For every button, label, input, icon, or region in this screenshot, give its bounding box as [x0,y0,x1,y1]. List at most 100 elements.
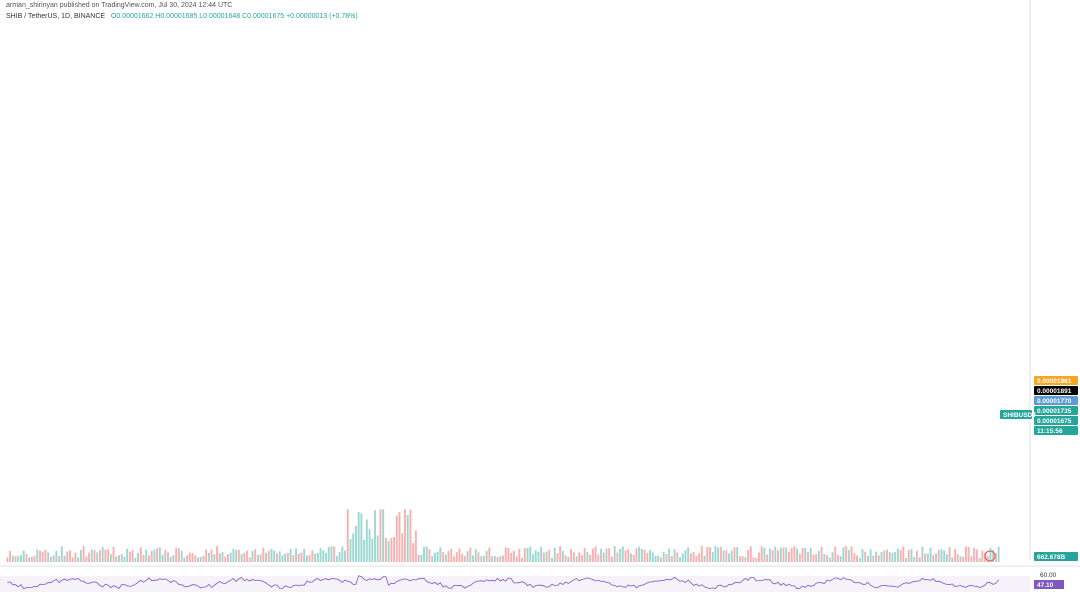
volume-bar [512,550,515,562]
alert-icon [984,550,996,562]
volume-bar [423,546,425,562]
volume-bar [197,557,199,562]
volume-bar [842,547,845,562]
volume-bar [349,539,352,562]
volume-bar [886,549,888,562]
price-tag [1034,386,1078,395]
volume-bar [553,547,556,562]
volume-bar [640,549,643,562]
volume-bar [474,549,477,562]
volume-bar [600,548,602,562]
volume-bar [33,555,36,562]
volume-bar [804,547,807,562]
volume-bar [254,549,257,562]
volume-bar [240,554,243,562]
volume-bar [981,550,984,562]
volume-bar [466,551,469,562]
volume-bar [79,549,82,562]
volume-bar [994,552,997,562]
volume-bar [758,552,760,562]
volume-bar [572,552,575,562]
volume-bar [736,546,739,562]
volume-bar [207,552,210,562]
volume-bar [665,554,668,562]
volume-bar [335,555,338,562]
volume-bar [450,548,453,562]
volume-bar [624,550,627,562]
volume-bar [733,547,736,562]
volume-bar [265,552,268,562]
volume-bar [30,556,33,562]
volume-bar [169,556,172,562]
volume-bar [864,551,867,562]
volume-bar [523,547,526,562]
volume-bar [777,550,780,562]
volume-bar [202,555,205,562]
volume-bar [755,557,758,562]
volume-bar [55,550,58,562]
symbol-name[interactable]: SHIB / TetherUS, 1D, BINANCE [6,13,106,20]
volume-bar [74,552,77,562]
volume-bar [877,555,880,562]
volume-bar [782,547,785,562]
volume-bar [164,549,167,562]
volume-bar [243,552,246,562]
volume-bar [962,556,965,562]
volume-bar [60,546,63,562]
volume-bar [820,546,823,562]
volume-bar [774,546,777,562]
volume-bar [540,546,543,562]
volume-bar [749,546,752,562]
volume-bar [902,546,905,562]
volume-bar [85,556,88,562]
volume-bar [537,551,540,562]
volume-bar [213,554,216,562]
volume-bar [224,556,227,562]
volume-bar [785,547,788,562]
volume-bar [115,556,118,562]
volume-bar [28,557,31,562]
volume-bar [581,555,583,562]
volume-bar [796,548,799,562]
volume-bar [975,549,978,562]
volume-bar [915,550,918,562]
volume-bar [899,550,902,562]
volume-bar [142,554,145,562]
volume-bar [63,555,66,562]
volume-bar [809,547,812,562]
volume-bar [270,548,273,562]
volume-bar [929,547,932,562]
volume-bar [883,550,886,562]
volume-bar [101,546,104,562]
volume-bar [286,552,289,562]
volume-bar [333,546,336,562]
volume-bar [428,549,431,562]
volume-bar [295,548,297,562]
volume-bar [71,557,74,562]
volume-bar [896,548,899,562]
volume-bar [292,554,295,562]
volume-bar [365,519,368,562]
volume-bar [858,557,861,562]
volume-bar [352,533,355,562]
volume-bar [548,549,551,562]
volume-bar [853,553,856,562]
volume-bar [692,552,695,562]
volume-bar [913,556,916,562]
volume-bar [924,553,927,562]
volume-bar [305,555,308,562]
volume-bar [482,555,485,562]
volume-bar [586,552,589,562]
volume-bar [175,547,178,562]
ohlc-values: O0.00001662 H0.00001685 L0.00001648 C0.0… [110,13,358,20]
volume-bar [807,551,809,562]
volume-bar [246,550,248,562]
volume-bar [828,557,831,562]
volume-bar [150,550,153,562]
volume-bar [787,552,790,562]
volume-bar [153,549,156,562]
volume-bar [433,552,436,562]
volume-bar [521,557,524,562]
volume-bar [526,548,529,562]
